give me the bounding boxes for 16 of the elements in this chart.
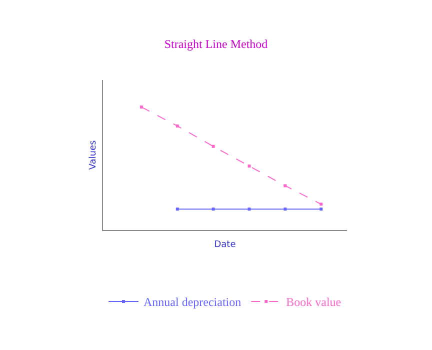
point <box>212 208 215 211</box>
legend-label: Book value <box>286 295 342 310</box>
chart-title: Straight Line Method <box>164 36 268 51</box>
point <box>284 208 287 211</box>
point <box>248 208 251 211</box>
point <box>320 208 323 211</box>
point <box>140 106 143 109</box>
y-axis-title: Values <box>88 140 98 170</box>
point <box>176 124 179 128</box>
point <box>212 144 215 148</box>
point <box>248 164 251 168</box>
x-axis-title: Date <box>214 240 236 250</box>
legend-label: Annual depreciation <box>144 295 242 310</box>
point <box>284 184 287 188</box>
point <box>176 208 179 211</box>
point <box>320 202 323 206</box>
